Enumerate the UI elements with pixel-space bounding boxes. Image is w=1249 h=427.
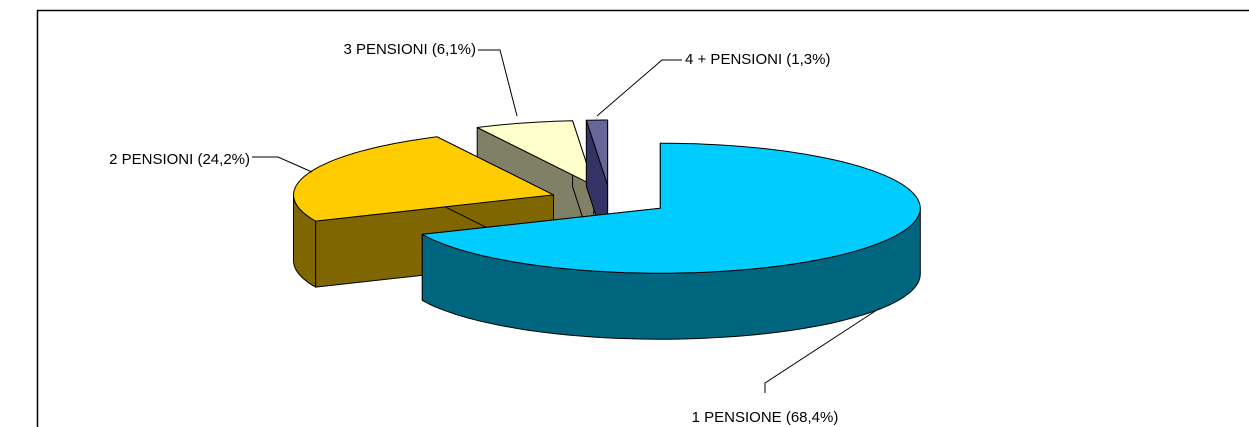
- leader-line: [252, 156, 313, 173]
- data-label: 3 PENSIONI (6,1%): [343, 41, 476, 58]
- leader-line: [478, 49, 518, 117]
- leader-line: [764, 307, 881, 393]
- data-label: 4 + PENSIONI (1,3%): [685, 51, 830, 68]
- slice: [585, 119, 609, 186]
- labels: 1 PENSIONE (68,4%) 2 PENSIONI (24,2%) 3 PE…: [109, 41, 881, 426]
- slice: [476, 120, 595, 187]
- slice: [293, 136, 554, 222]
- data-label: 2 PENSIONI (24,2%): [109, 151, 250, 168]
- data-label: 1 PENSIONE (68,4%): [692, 409, 839, 426]
- slice: [421, 142, 921, 274]
- leader-line: [596, 59, 682, 117]
- pie: [293, 119, 921, 340]
